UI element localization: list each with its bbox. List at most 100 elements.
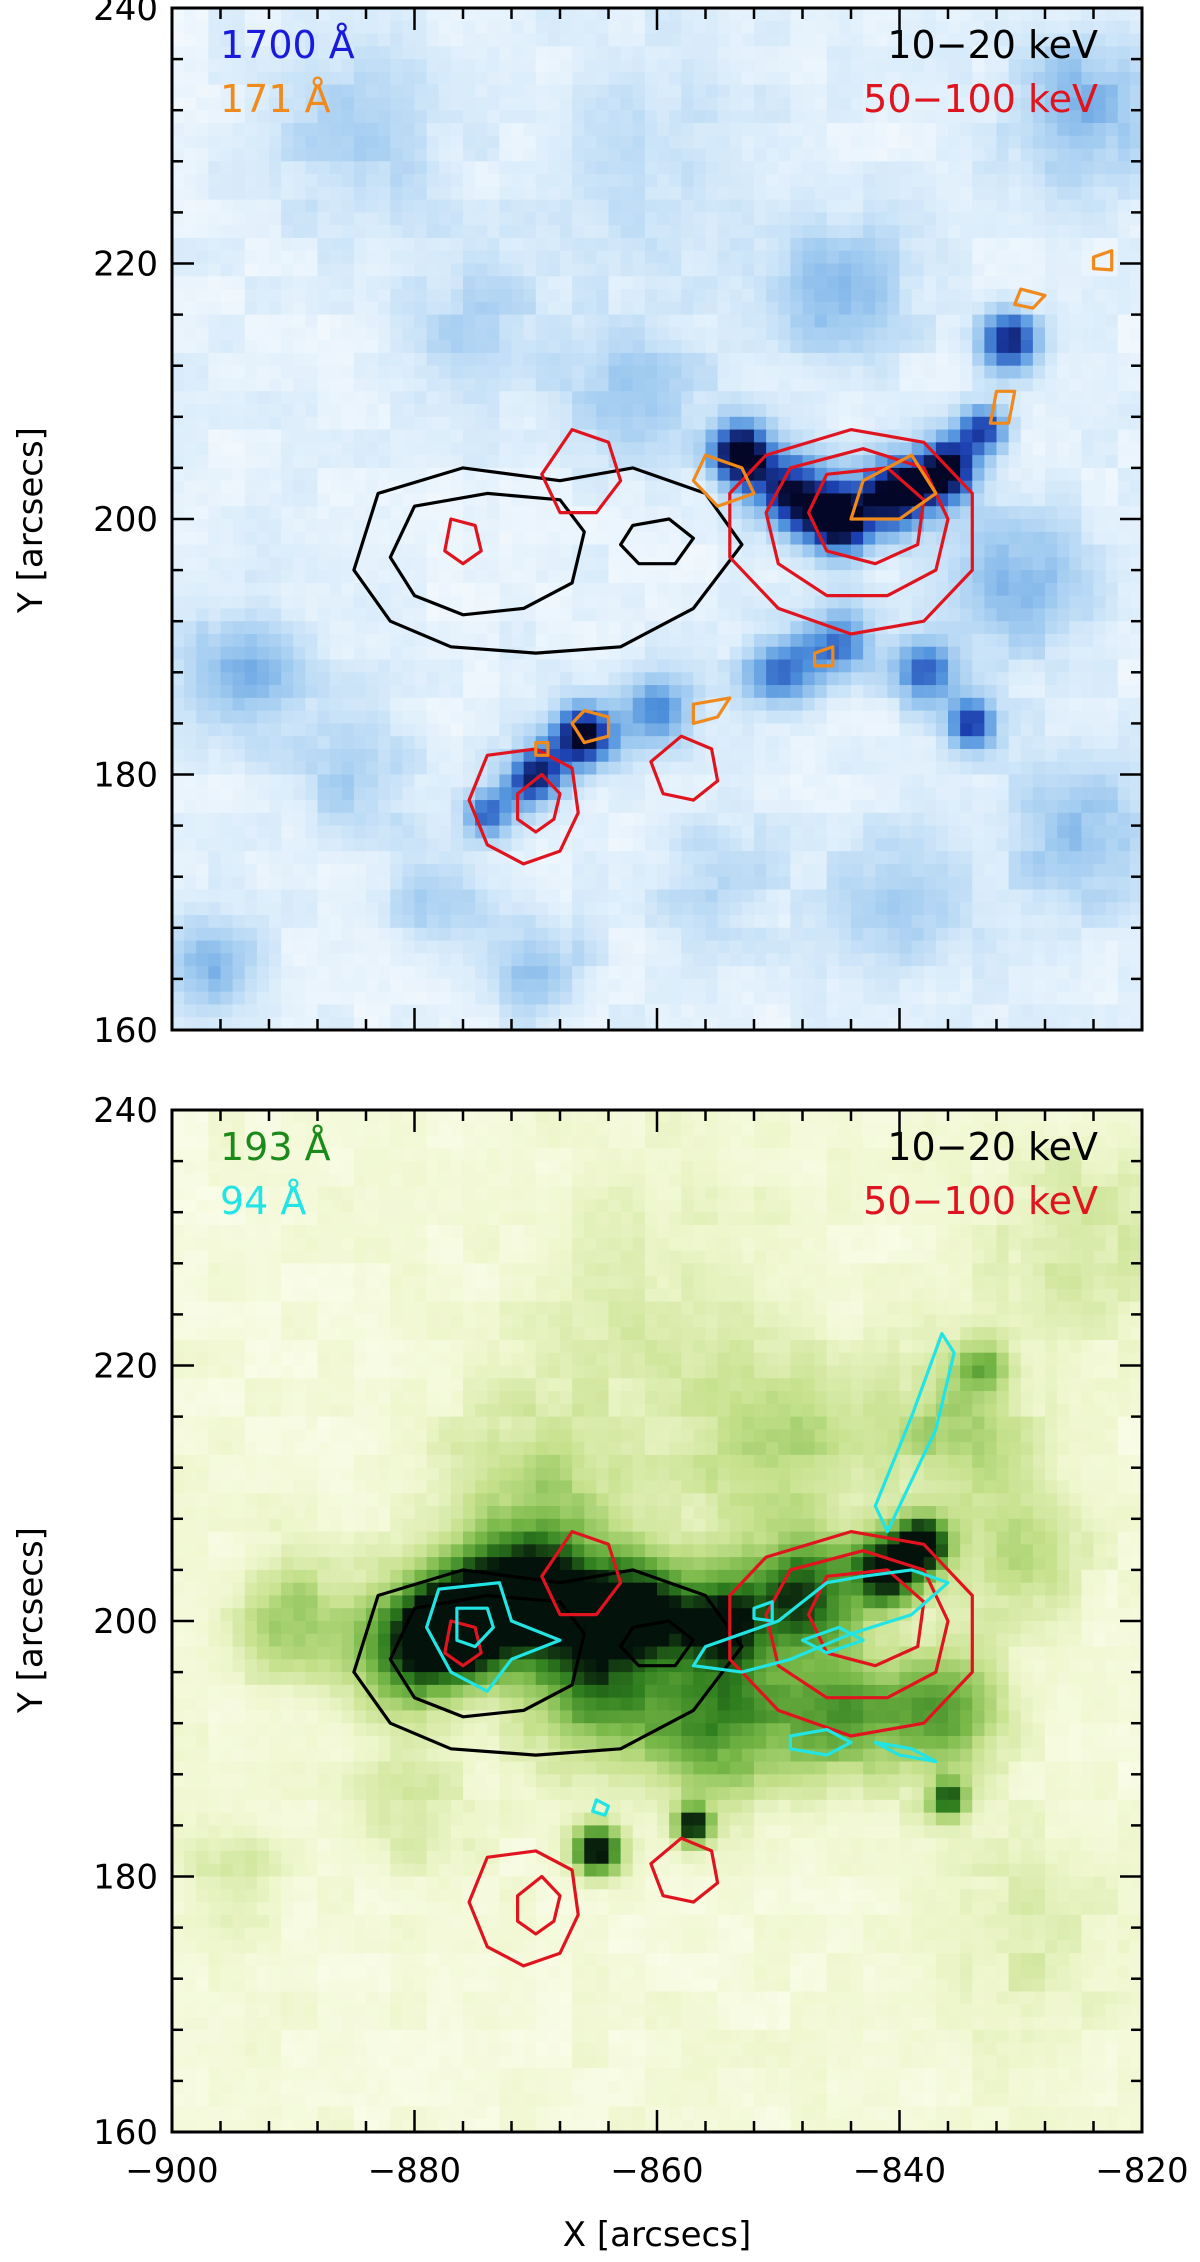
heatmap-pixel: [475, 404, 488, 418]
heatmap-pixel: [741, 237, 755, 252]
heatmap-pixel: [802, 633, 816, 648]
heatmap-pixel: [657, 480, 670, 495]
heatmap-pixel: [378, 135, 391, 150]
heatmap-pixel: [596, 301, 610, 316]
heatmap-pixel: [438, 391, 452, 405]
heatmap-pixel: [523, 289, 537, 303]
heatmap-pixel: [669, 748, 682, 763]
heatmap-pixel: [232, 71, 246, 86]
heatmap-pixel: [172, 250, 185, 265]
heatmap-pixel: [475, 429, 488, 443]
heatmap-pixel: [414, 289, 428, 303]
heatmap-pixel: [657, 46, 670, 60]
heatmap-pixel: [1129, 672, 1142, 686]
heatmap-pixel: [741, 301, 755, 316]
heatmap-pixel: [523, 672, 537, 686]
heatmap-pixel: [1117, 33, 1131, 47]
heatmap-pixel: [657, 186, 670, 201]
heatmap-pixel: [547, 20, 561, 35]
heatmap-pixel: [269, 455, 282, 469]
heatmap-pixel: [305, 186, 319, 201]
heatmap-pixel: [729, 467, 743, 482]
heatmap-pixel: [766, 110, 779, 124]
heatmap-pixel: [584, 110, 597, 124]
heatmap-pixel: [523, 621, 537, 635]
heatmap-pixel: [632, 289, 646, 303]
heatmap-pixel: [232, 659, 246, 673]
heatmap-pixel: [499, 646, 513, 661]
heatmap-pixel: [608, 416, 622, 431]
heatmap-pixel: [620, 672, 634, 686]
heatmap-pixel: [390, 97, 403, 111]
heatmap-pixel: [887, 46, 901, 60]
heatmap-pixel: [329, 736, 343, 750]
heatmap-pixel: [632, 442, 646, 456]
heatmap-pixel: [317, 212, 331, 226]
heatmap-pixel: [317, 710, 331, 725]
heatmap-pixel: [1057, 506, 1070, 520]
heatmap-pixel: [172, 659, 185, 673]
heatmap-pixel: [984, 289, 998, 303]
heatmap-pixel: [826, 186, 840, 201]
heatmap-pixel: [1105, 659, 1119, 673]
heatmap-pixel: [1081, 595, 1095, 610]
heatmap-pixel: [244, 289, 258, 303]
heatmap-pixel: [717, 59, 731, 73]
heatmap-pixel: [1081, 352, 1095, 367]
heatmap-pixel: [208, 289, 222, 303]
heatmap-pixel: [1020, 46, 1034, 60]
heatmap-pixel: [390, 199, 403, 214]
heatmap-pixel: [851, 761, 864, 776]
heatmap-pixel: [596, 659, 610, 673]
heatmap-pixel: [184, 442, 197, 456]
heatmap-pixel: [1117, 659, 1131, 673]
heatmap-pixel: [741, 33, 755, 47]
heatmap-pixel: [960, 493, 973, 507]
heatmap-pixel: [826, 761, 840, 776]
heatmap-pixel: [341, 263, 355, 277]
heatmap-pixel: [353, 276, 367, 290]
heatmap-pixel: [948, 352, 961, 367]
heatmap-pixel: [669, 595, 682, 610]
heatmap-pixel: [390, 608, 403, 622]
heatmap-pixel: [790, 493, 804, 507]
heatmap-pixel: [1105, 199, 1119, 214]
heatmap-pixel: [1008, 710, 1022, 725]
heatmap-pixel: [426, 608, 440, 622]
heatmap-pixel: [535, 761, 549, 776]
heatmap-pixel: [644, 774, 658, 788]
heatmap-pixel: [717, 467, 731, 482]
heatmap-pixel: [305, 608, 319, 622]
heatmap-pixel: [935, 186, 949, 201]
heatmap-pixel: [463, 20, 476, 35]
heatmap-pixel: [1069, 161, 1082, 175]
heatmap-pixel: [402, 800, 416, 814]
heatmap-pixel: [826, 340, 840, 354]
heatmap-pixel: [1129, 186, 1142, 201]
heatmap-pixel: [911, 289, 925, 303]
heatmap-pixel: [669, 582, 682, 597]
heatmap-pixel: [1045, 199, 1058, 214]
heatmap-pixel: [935, 480, 949, 495]
heatmap-pixel: [851, 8, 864, 22]
heatmap-pixel: [1045, 122, 1058, 137]
heatmap-pixel: [741, 391, 755, 405]
heatmap-pixel: [378, 570, 391, 584]
heatmap-pixel: [705, 110, 719, 124]
heatmap-pixel: [220, 480, 234, 495]
heatmap-pixel: [366, 697, 379, 712]
heatmap-pixel: [741, 697, 755, 712]
heatmap-pixel: [826, 710, 840, 725]
heatmap-pixel: [681, 416, 694, 431]
heatmap-pixel: [1008, 544, 1022, 558]
heatmap-pixel: [499, 519, 513, 533]
heatmap-pixel: [426, 135, 440, 150]
heatmap-pixel: [693, 544, 707, 558]
heatmap-pixel: [1117, 493, 1131, 507]
heatmap-pixel: [1105, 20, 1119, 35]
heatmap-pixel: [1045, 582, 1058, 597]
heatmap-pixel: [208, 340, 222, 354]
heatmap-pixel: [463, 33, 476, 47]
heatmap-pixel: [923, 787, 937, 801]
heatmap-pixel: [790, 289, 804, 303]
